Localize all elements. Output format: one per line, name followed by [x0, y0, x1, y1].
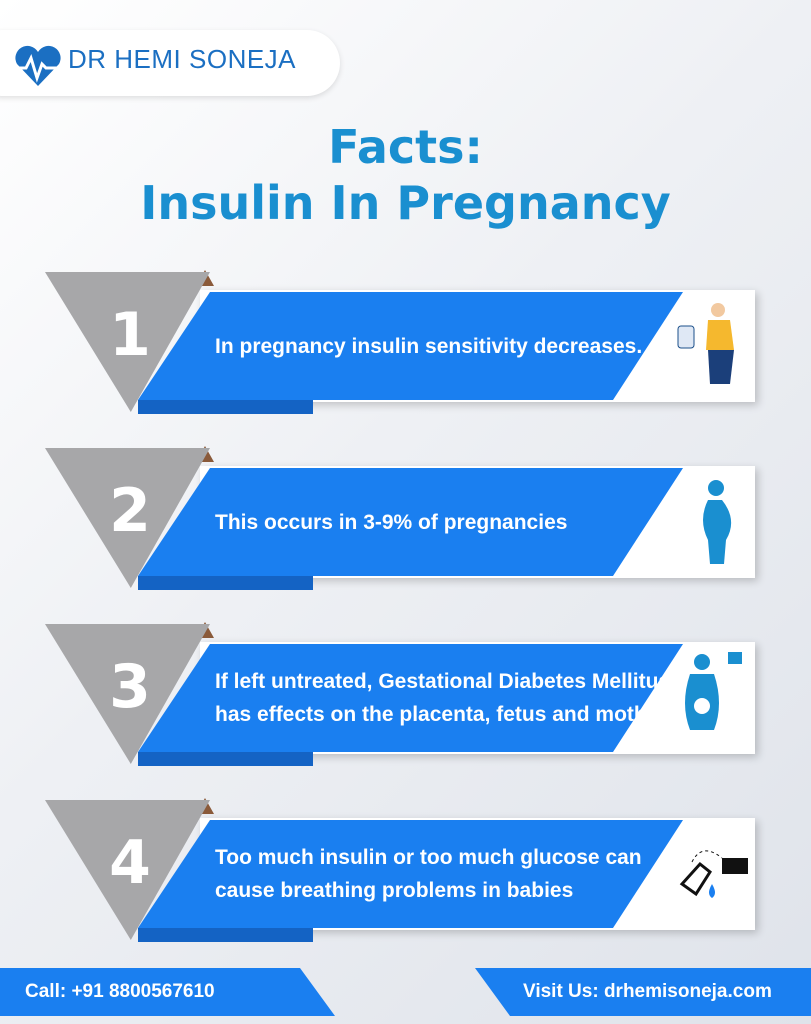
footer-call: Call: +91 8800567610	[0, 968, 335, 1016]
fact-strip	[138, 400, 313, 414]
fact-icon	[672, 472, 752, 572]
brand-name: DR HEMI SONEJA	[68, 44, 297, 74]
logo-icon	[14, 45, 62, 86]
fact-strip	[138, 752, 313, 766]
fact-banner	[138, 468, 683, 576]
fact-text: This occurs in 3-9% of pregnancies	[215, 510, 568, 534]
fact-number: 4	[109, 828, 151, 898]
icon-graphic	[685, 652, 742, 730]
fact-icon	[672, 824, 752, 924]
fact-text: Too much insulin or too much glucose can…	[215, 846, 642, 902]
fact-banner	[138, 644, 683, 752]
icon-graphic	[677, 303, 734, 384]
title-line: Insulin In Pregnancy	[140, 176, 671, 230]
fact-banner	[138, 820, 683, 928]
icon-graphic	[703, 480, 732, 564]
fact-icon	[672, 648, 752, 748]
footer-visit: Visit Us: drhemisoneja.com	[475, 968, 811, 1016]
fact-number: 1	[109, 300, 151, 370]
fact-strip	[138, 928, 313, 942]
fact-banner	[138, 292, 683, 400]
title-line: Facts:	[328, 120, 483, 174]
fact-text: In pregnancy insulin sensitivity decreas…	[215, 334, 643, 358]
fact-number: 2	[109, 476, 151, 546]
fact-text: If left untreated, Gestational Diabetes …	[215, 670, 671, 726]
fact-number: 3	[109, 652, 151, 722]
fact-strip	[138, 576, 313, 590]
fact-icon	[672, 296, 752, 396]
icon-graphic	[679, 850, 748, 898]
